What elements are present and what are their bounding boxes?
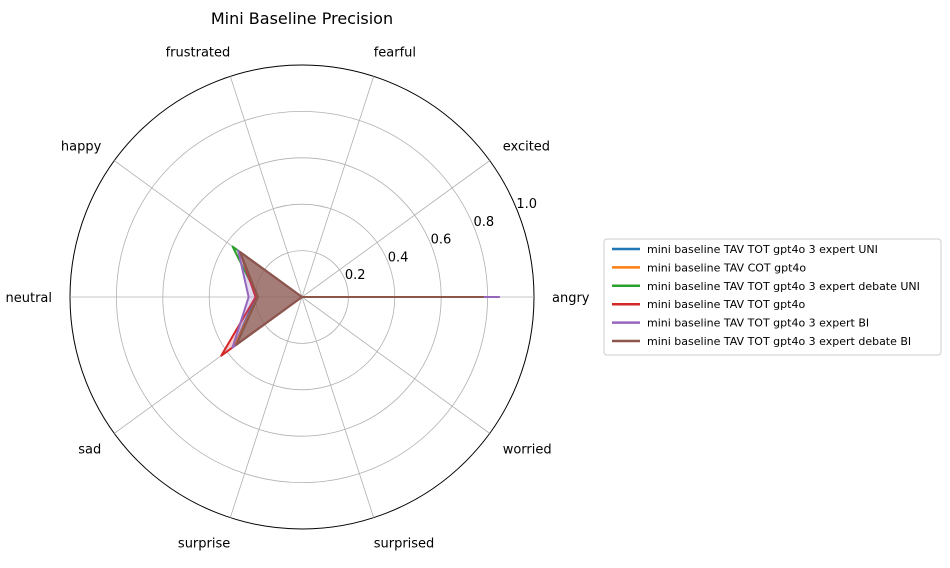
category-label: sad [78,443,101,458]
radial-tick-label: 0.2 [345,268,366,283]
legend-label: mini baseline TAV TOT gpt4o 3 expert UNI [647,243,878,256]
chart-title: Mini Baseline Precision [211,9,393,28]
category-label: surprised [374,536,435,551]
radial-tick-label: 1.0 [516,197,537,212]
category-label: angry [552,291,590,306]
axis-labels: 0.2 0.4 0.6 0.8 1.0 angry excited fearful frustr… [6,46,590,552]
grid-spoke [301,160,490,298]
category-label: happy [61,139,102,154]
legend: mini baseline TAV TOT gpt4o 3 expert UNI… [603,238,942,356]
series-layer [220,245,501,357]
legend-label: mini baseline TAV TOT gpt4o 3 expert deb… [647,335,911,348]
grid-spoke [229,296,303,518]
radial-tick-label: 0.8 [473,215,494,230]
category-label: excited [503,139,550,154]
legend-label: mini baseline TAV TOT gpt4o 3 expert deb… [647,280,920,293]
grid-spoke [229,76,303,298]
legend-label: mini baseline TAV TOT gpt4o [647,298,805,311]
category-label: worried [503,443,552,458]
category-label: frustrated [166,46,231,61]
series-area [235,251,484,346]
category-label: surprise [178,536,230,551]
radial-tick-label: 0.4 [388,250,409,265]
grid-spoke [301,76,375,298]
grid-spoke [301,296,375,518]
legend-label: mini baseline TAV TOT gpt4o 3 expert BI [647,317,869,330]
category-label: neutral [6,291,53,306]
radial-tick-label: 0.6 [431,233,452,248]
category-label: fearful [374,46,416,61]
grid-spoke [301,296,490,434]
legend-label: mini baseline TAV COT gpt4o [647,261,806,274]
legend-box [603,238,942,356]
